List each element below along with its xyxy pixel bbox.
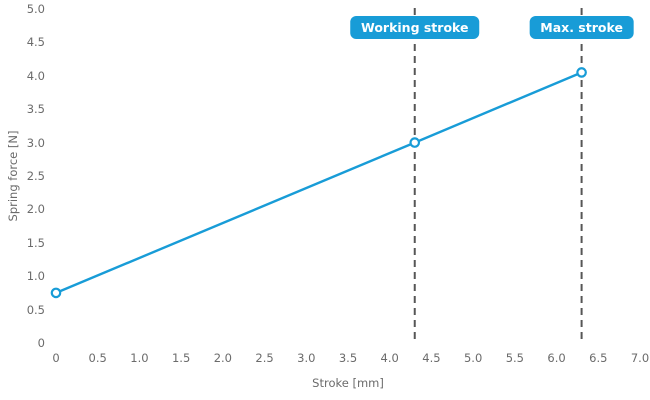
x-tick-label: 2.5 (255, 351, 274, 365)
working-stroke-badge: Working stroke (349, 16, 480, 39)
max-stroke-badge: Max. stroke (529, 16, 634, 39)
x-tick-label: 5.5 (505, 351, 524, 365)
x-tick-label: 1.0 (130, 351, 149, 365)
y-tick-label: 3.0 (26, 135, 45, 150)
x-tick-label: 3.5 (338, 351, 358, 365)
x-tick-label: 6.5 (589, 351, 608, 365)
data-point-marker (409, 137, 421, 148)
y-tick-label: 0 (37, 336, 45, 350)
y-tick-label: 2.5 (26, 169, 45, 183)
y-tick-label: 0.5 (26, 302, 45, 317)
y-tick-label: 2.0 (26, 202, 45, 217)
x-tick-label: 0 (52, 351, 60, 365)
x-tick-label: 1.5 (171, 351, 191, 365)
x-tick-label: 3.0 (297, 351, 316, 365)
data-point-marker (576, 67, 587, 78)
data-point-marker (50, 287, 62, 299)
spring-force-line (54, 71, 583, 295)
x-tick-label: 5.0 (463, 351, 483, 365)
x-tick-label: 0.5 (88, 351, 107, 365)
y-tick-label: 4.5 (26, 35, 45, 50)
x-tick-label: 4.0 (380, 351, 399, 365)
y-tick-label: 1.5 (26, 235, 45, 250)
y-tick-label: 1.0 (26, 269, 45, 284)
y-tick-label: 3.5 (26, 102, 45, 117)
y-tick-label: 5.0 (26, 2, 45, 16)
x-axis-title: Stroke [mm] (312, 376, 384, 390)
x-tick-label: 7.0 (630, 351, 650, 365)
x-tick-label: 6.0 (547, 351, 566, 365)
x-tick-label: 2.0 (213, 351, 232, 365)
x-tick-label: 4.5 (422, 351, 441, 365)
y-tick-label: 4.0 (26, 68, 45, 83)
